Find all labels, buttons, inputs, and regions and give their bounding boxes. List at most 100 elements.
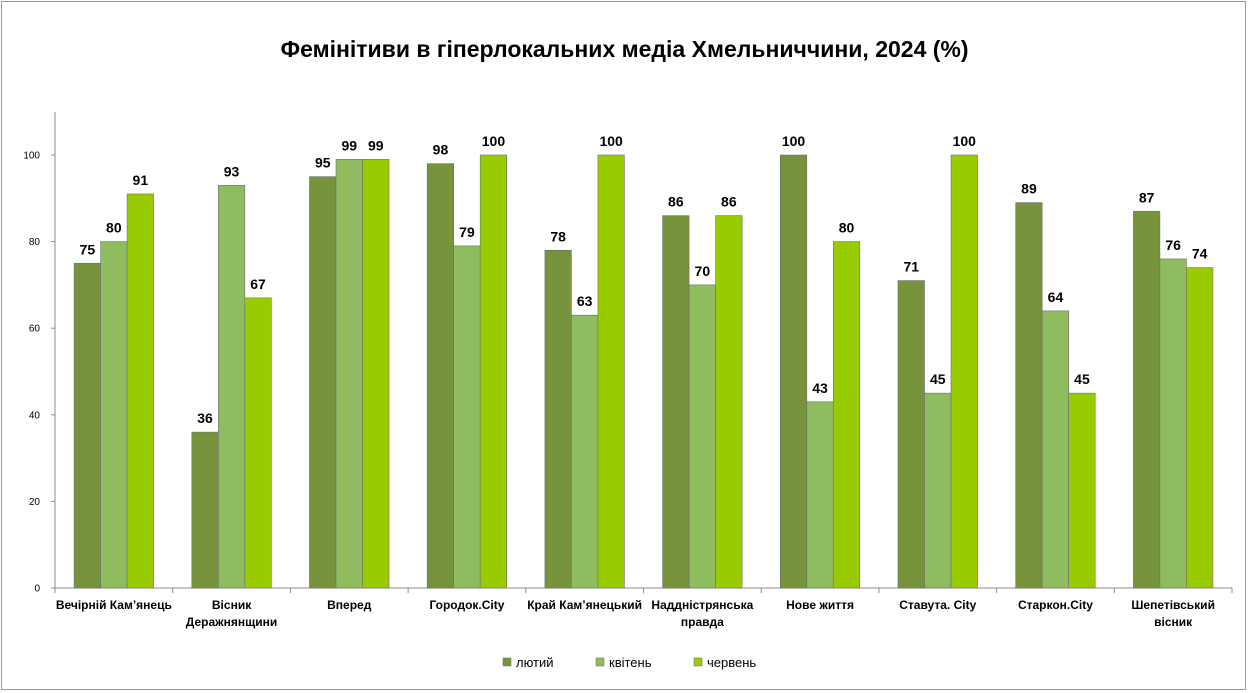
- data-label: 71: [903, 259, 919, 275]
- legend-swatch: [693, 657, 703, 667]
- bar: [1133, 210, 1161, 589]
- category-label-line: Вперед: [327, 598, 372, 612]
- y-tick-label: 60: [29, 324, 41, 335]
- data-label: 89: [1021, 181, 1037, 197]
- data-label: 86: [721, 194, 737, 210]
- data-label: 99: [341, 137, 357, 153]
- category-label-line: Наддністрянська: [651, 598, 753, 612]
- bar: [832, 241, 861, 589]
- category-label: Вечірній Кам’янець: [56, 598, 172, 612]
- bar: [362, 159, 390, 589]
- data-label: 64: [1048, 289, 1064, 305]
- chart-title: Фемінітиви в гіперлокальних медіа Хмельн…: [280, 36, 969, 62]
- data-label: 70: [695, 263, 711, 279]
- category-label: Городок.City: [429, 598, 504, 612]
- y-tick-label: 0: [34, 584, 40, 595]
- category-label-line: Край Кам’янецький: [527, 598, 642, 612]
- bar: [544, 249, 572, 589]
- data-labels: 75 80 91 36 93 67 95 99 99 98 79 100 78 63 100 86 70 86 10…: [80, 133, 1208, 426]
- category-label: Вісник Деражнянщини: [186, 598, 278, 629]
- category-label-line: правда: [681, 615, 724, 629]
- data-label: 76: [1165, 237, 1181, 253]
- bar: [453, 245, 481, 589]
- data-label: 45: [930, 371, 946, 387]
- bar: [779, 154, 808, 589]
- bars: [73, 154, 1214, 589]
- data-label: 86: [668, 194, 684, 210]
- data-label: 80: [106, 220, 122, 236]
- legend-label: лютий: [516, 655, 554, 670]
- data-label: 67: [250, 276, 266, 292]
- bar: [688, 284, 716, 589]
- legend-label: квітень: [609, 655, 652, 670]
- category-label: Старкон.City: [1018, 598, 1093, 612]
- data-label: 45: [1074, 371, 1090, 387]
- bar: [715, 215, 743, 589]
- bar: [806, 401, 834, 589]
- category-label-line: Нове життя: [786, 598, 854, 612]
- data-label: 75: [80, 241, 96, 257]
- category-label-line: Вечірній Кам’янець: [56, 598, 172, 612]
- category-label-line: вісник: [1154, 615, 1193, 629]
- category-label-line: Ставута. City: [899, 598, 976, 612]
- category-label: Край Кам’янецький: [527, 598, 642, 612]
- bar: [597, 154, 625, 589]
- data-label: 95: [315, 155, 331, 171]
- bar: [100, 241, 128, 589]
- y-tick-label: 80: [29, 237, 41, 248]
- bar: [897, 280, 925, 589]
- category-label-line: Деражнянщини: [186, 615, 278, 629]
- bar: [335, 159, 363, 589]
- data-label: 91: [133, 172, 149, 188]
- data-label: 78: [550, 228, 566, 244]
- y-tick-label: 20: [29, 497, 41, 508]
- data-label: 99: [368, 137, 384, 153]
- data-label: 100: [482, 133, 506, 149]
- bar: [571, 314, 599, 589]
- bar: [950, 154, 978, 589]
- bar: [662, 215, 690, 589]
- data-label: 98: [433, 142, 449, 158]
- bar: [218, 185, 246, 589]
- bar: [924, 392, 952, 589]
- bar: [244, 297, 272, 589]
- bar: [1015, 202, 1043, 589]
- legend-swatch: [502, 657, 512, 667]
- bar: [426, 163, 455, 589]
- data-label: 63: [577, 293, 593, 309]
- y-tick-label: 40: [29, 410, 41, 421]
- data-label: 79: [459, 224, 475, 240]
- bar: [126, 193, 154, 589]
- bar: [1068, 392, 1096, 589]
- bar: [1159, 258, 1187, 589]
- data-label: 93: [224, 163, 240, 179]
- bar: [191, 431, 219, 589]
- legend-swatch: [595, 657, 605, 667]
- data-label: 100: [782, 133, 806, 149]
- data-label: 100: [953, 133, 977, 149]
- bar: [309, 176, 337, 589]
- legend: лютий квітень червень: [502, 655, 756, 670]
- category-labels: Вечірній Кам’янець Вісник Деражнянщини Впер…: [56, 598, 1215, 629]
- category-label: Нове життя: [786, 598, 854, 612]
- category-label: Шепетівський вісник: [1131, 598, 1215, 629]
- data-label: 74: [1192, 246, 1208, 262]
- data-label: 36: [197, 410, 213, 426]
- data-label: 100: [599, 133, 623, 149]
- category-label-line: Шепетівський: [1131, 598, 1215, 612]
- category-label-line: Вісник: [212, 598, 252, 612]
- bar: [1186, 267, 1214, 589]
- category-label: Вперед: [327, 598, 372, 612]
- category-label: Наддністрянська правда: [651, 598, 753, 629]
- y-tick-label: 100: [23, 151, 40, 162]
- bar: [479, 154, 508, 589]
- data-label: 87: [1139, 189, 1155, 205]
- data-label: 80: [839, 220, 855, 236]
- category-label-line: Старкон.City: [1018, 598, 1093, 612]
- bar: [1041, 310, 1069, 589]
- category-label: Ставута. City: [899, 598, 976, 612]
- legend-label: червень: [707, 655, 756, 670]
- bar: [73, 262, 101, 589]
- category-label-line: Городок.City: [429, 598, 504, 612]
